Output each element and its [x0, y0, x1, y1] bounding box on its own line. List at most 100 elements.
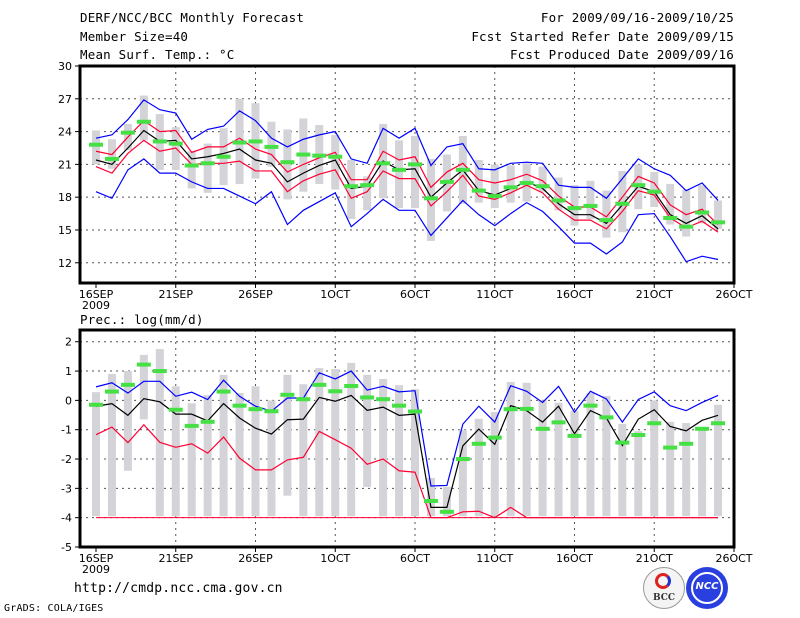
- observed-marker: [376, 397, 391, 402]
- observed-marker: [200, 161, 215, 166]
- observed-marker: [711, 421, 726, 426]
- observed-marker: [248, 407, 263, 412]
- y-tick-label: 12: [58, 257, 72, 270]
- x-tick-label: 26SEP: [238, 288, 273, 301]
- observed-marker: [328, 389, 343, 394]
- observed-marker: [567, 206, 582, 211]
- precip-title: Prec.: log(mm/d): [80, 312, 204, 327]
- observed-marker: [200, 419, 215, 424]
- observed-marker: [487, 194, 502, 199]
- observed-marker: [120, 130, 135, 135]
- observed-marker: [455, 457, 470, 462]
- ensemble-range-bar: [538, 400, 547, 517]
- x-tick-label: 6OCT: [400, 552, 430, 565]
- forecast-period: For 2009/09/16-2009/10/25: [540, 10, 734, 25]
- ensemble-range-bar: [299, 384, 308, 517]
- ensemble-range-bar: [602, 190, 611, 238]
- ensemble-range-bar: [363, 374, 372, 487]
- observed-marker: [631, 432, 646, 437]
- x-tick-label: 26SEP: [238, 552, 273, 565]
- observed-marker: [551, 198, 566, 203]
- observed-marker: [408, 409, 422, 414]
- observed-marker: [360, 183, 375, 188]
- ensemble-range-bar: [698, 185, 707, 224]
- observed-marker: [695, 210, 710, 215]
- observed-marker: [312, 382, 327, 387]
- ensemble-range-bar: [666, 421, 675, 517]
- variable-label: Mean Surf. Temp.: °C: [80, 47, 235, 62]
- x-tick-label: 21OCT: [636, 552, 673, 565]
- observed-marker: [296, 397, 311, 402]
- footer-url[interactable]: http://cmdp.ncc.cma.gov.cn: [74, 581, 283, 596]
- ensemble-range-bar: [411, 389, 419, 517]
- observed-marker: [471, 188, 486, 193]
- series-line-ensemble-max: [95, 370, 719, 487]
- produced-date: Fcst Produced Date 2009/09/16: [509, 47, 734, 62]
- observed-marker: [312, 153, 327, 158]
- observed-marker: [152, 369, 167, 374]
- ensemble-range-bar: [267, 400, 276, 517]
- observed-marker: [647, 421, 662, 426]
- x-tick-label: 21OCT: [636, 288, 673, 301]
- observed-marker: [439, 509, 454, 514]
- ensemble-range-bar: [411, 135, 419, 209]
- series-line-ensemble-min: [95, 423, 719, 519]
- observed-marker: [615, 440, 630, 445]
- observed-marker: [360, 395, 375, 400]
- ensemble-range-bar: [554, 402, 563, 517]
- ncc-logo: NCC: [686, 567, 728, 609]
- observed-marker: [376, 161, 391, 166]
- ensemble-range-bar: [490, 164, 499, 209]
- series-line-ensemble-min: [95, 158, 719, 263]
- ensemble-range-bar: [331, 134, 340, 190]
- ncc-logo-text: NCC: [695, 581, 719, 592]
- observed-marker: [280, 392, 295, 397]
- ensemble-range-bar: [650, 172, 659, 208]
- ensemble-range-bar: [506, 165, 515, 203]
- observed-marker: [423, 498, 438, 503]
- ensemble-range-bar: [602, 395, 611, 517]
- ensemble-range-bar: [395, 140, 404, 209]
- ensemble-range-bar: [92, 130, 100, 165]
- observed-marker: [503, 407, 518, 412]
- series-line-spread-upper: [95, 119, 719, 225]
- ensemble-range-bar: [570, 410, 579, 517]
- observed-marker: [599, 218, 614, 223]
- forecast-title: DERF/NCC/BCC Monthly Forecast: [80, 10, 305, 25]
- ensemble-range-bar: [570, 185, 579, 226]
- y-tick-label: 18: [58, 191, 72, 204]
- observed-marker: [695, 426, 710, 431]
- x-tick-label: 16SEP: [79, 552, 114, 565]
- observed-marker: [120, 382, 135, 387]
- x-tick-label: 11OCT: [476, 552, 513, 565]
- ensemble-range-bar: [538, 166, 547, 192]
- observed-marker: [647, 189, 662, 194]
- ensemble-range-bar: [315, 368, 324, 517]
- ensemble-range-bar: [92, 392, 100, 517]
- start-date: Fcst Started Refer Date 2009/09/15: [471, 29, 734, 44]
- x-tick-label: 11OCT: [476, 288, 513, 301]
- ensemble-range-bar: [219, 374, 228, 517]
- observed-marker: [455, 167, 470, 172]
- observed-marker: [168, 141, 183, 146]
- y-tick-label: -4: [61, 512, 72, 525]
- ensemble-range-bar: [363, 176, 372, 211]
- series-line-spread-lower: [95, 139, 719, 233]
- observed-marker: [216, 154, 231, 159]
- observed-marker: [136, 362, 151, 367]
- observed-marker: [679, 441, 694, 446]
- ensemble-range-bar: [458, 429, 467, 517]
- y-tick-label: -1: [61, 424, 72, 437]
- x-tick-year: 2009: [82, 563, 110, 576]
- x-tick-year: 2009: [82, 299, 110, 312]
- observed-marker: [551, 420, 566, 425]
- y-tick-label: 27: [58, 93, 72, 106]
- observed-marker: [344, 384, 359, 389]
- ensemble-range-bar: [331, 369, 340, 517]
- observed-marker: [631, 183, 646, 188]
- observed-marker: [89, 402, 103, 407]
- member-size: Member Size=40: [80, 29, 189, 44]
- ensemble-range-bar: [618, 423, 627, 517]
- observed-marker: [711, 220, 726, 225]
